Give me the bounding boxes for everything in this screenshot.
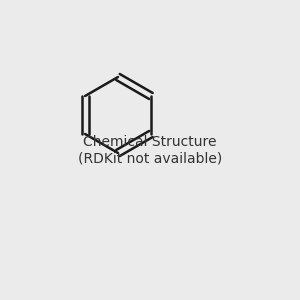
Text: Chemical Structure
(RDKit not available): Chemical Structure (RDKit not available) <box>78 135 222 165</box>
